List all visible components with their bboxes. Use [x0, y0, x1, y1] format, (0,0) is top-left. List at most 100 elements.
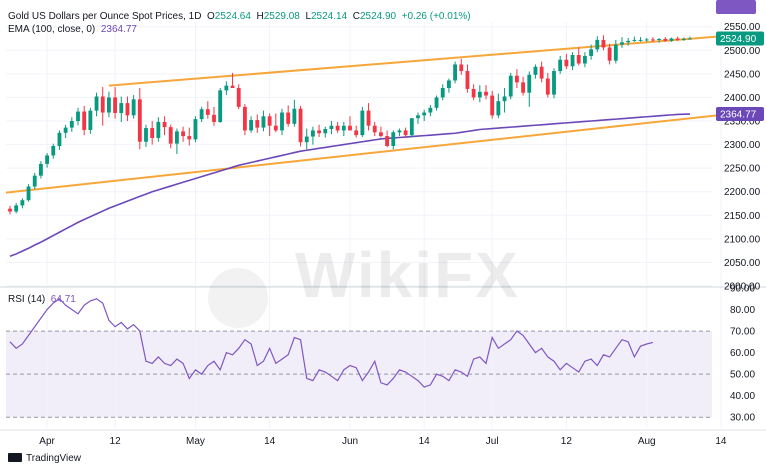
candle-body	[310, 130, 315, 137]
price-axis-tick: 2000.00	[724, 282, 761, 293]
candle-body	[199, 109, 204, 120]
watermark-logo: WikiFX	[295, 239, 520, 311]
candle-body	[82, 111, 87, 130]
rsi-axis-tick: 30.00	[730, 413, 755, 424]
time-axis-tick: Aug	[638, 436, 656, 447]
candle-body	[484, 91, 488, 96]
rsi-label: RSI (14)	[8, 294, 46, 305]
candle-body	[8, 208, 12, 212]
candle-body	[422, 112, 427, 116]
candle-body	[20, 200, 25, 206]
candle-body	[26, 186, 31, 201]
candle-body	[508, 75, 513, 97]
candle-body	[477, 91, 482, 98]
candle-body	[366, 110, 371, 126]
channel-upper-line	[108, 32, 752, 87]
candle-body	[181, 131, 186, 137]
time-axis-tick: 14	[715, 436, 727, 447]
candle-body	[490, 95, 495, 116]
candle-body	[205, 109, 210, 115]
candle-body	[502, 96, 507, 102]
rsi-axis-tick: 60.00	[730, 348, 755, 359]
candle-body	[607, 47, 612, 61]
candle-body	[341, 125, 346, 131]
candle-body	[131, 99, 136, 116]
candle-body	[669, 38, 674, 41]
candle-body	[354, 130, 359, 136]
candle-body	[582, 55, 587, 64]
rsi-axis-tick: 90.00	[730, 284, 755, 295]
candle-body	[286, 112, 291, 124]
candle-body	[14, 205, 19, 212]
candle-body	[57, 132, 62, 146]
candle-body	[675, 38, 680, 40]
candle-body	[403, 130, 408, 136]
candle-body	[267, 116, 272, 126]
candle-body	[236, 88, 241, 107]
candle-body	[539, 66, 544, 79]
candle-body	[162, 121, 167, 128]
candle-body	[514, 75, 519, 83]
rsi-axis-tick: 40.00	[730, 391, 755, 402]
candle-body	[552, 71, 556, 95]
open-label: O	[206, 11, 215, 22]
candle-body	[416, 115, 420, 119]
candle-body	[76, 111, 80, 121]
candle-body	[360, 110, 365, 136]
price-axis-tick: 2500.00	[724, 46, 761, 57]
candle-body	[106, 97, 111, 113]
candle-body	[168, 127, 173, 144]
tradingview-brand: TradingView	[26, 453, 82, 464]
candle-body	[576, 55, 581, 64]
rsi-badge-label: 64.71	[722, 0, 747, 3]
candle-body	[224, 85, 229, 91]
candle-body	[348, 125, 352, 131]
candle-body	[601, 39, 606, 48]
change-value: +0.26 (+0.01%)	[401, 11, 471, 22]
candle-body	[620, 42, 624, 45]
time-axis-tick: 14	[264, 436, 276, 447]
time-axis-tick: Jun	[342, 436, 358, 447]
candle-body	[113, 97, 118, 113]
price-axis-tick: 2400.00	[724, 93, 761, 104]
price-axis-tick: 2450.00	[724, 69, 761, 80]
price-axis-tick: 2100.00	[724, 234, 761, 245]
candle-body	[335, 125, 340, 131]
candle-body	[533, 66, 538, 75]
chart-legend-ema: EMA (100, close, 0) 2364.77	[8, 24, 137, 36]
rsi-badge	[716, 0, 756, 14]
candle-body	[409, 118, 414, 136]
price-axis-tick: 2150.00	[724, 211, 761, 222]
candle-body	[378, 132, 383, 137]
time-axis-tick: 14	[419, 436, 431, 447]
candle-body	[230, 85, 235, 88]
candle-body	[638, 39, 643, 41]
price-axis-tick: 2200.00	[724, 187, 761, 198]
time-axis-tick: 12	[561, 436, 573, 447]
candle-body	[465, 71, 470, 89]
candle-body	[453, 64, 458, 81]
candle-body	[545, 78, 550, 95]
close-value: 2524.90	[359, 11, 397, 22]
rsi-axis-tick: 70.00	[730, 327, 755, 338]
candle-body	[564, 59, 569, 67]
candle-body	[273, 125, 278, 131]
candle-body	[193, 119, 198, 140]
symbol-title: Gold US Dollars per Ounce Spot Prices, 1…	[8, 11, 202, 22]
candle-body	[51, 145, 56, 156]
candle-body	[212, 114, 216, 122]
price-axis-tick: 2300.00	[724, 140, 761, 151]
tradingview-icon	[8, 453, 22, 462]
candle-body	[428, 107, 433, 113]
candle-body	[69, 121, 74, 128]
time-axis-tick: May	[186, 436, 205, 447]
candle-body	[317, 130, 322, 134]
candle-body	[218, 90, 223, 122]
close-label: C	[352, 11, 360, 22]
chart-legend-price: Gold US Dollars per Ounce Spot Prices, 1…	[8, 11, 471, 23]
time-axis-tick: 12	[110, 436, 122, 447]
rsi-value: 64.71	[50, 294, 76, 305]
candle-body	[261, 116, 266, 128]
candle-body	[38, 163, 43, 176]
